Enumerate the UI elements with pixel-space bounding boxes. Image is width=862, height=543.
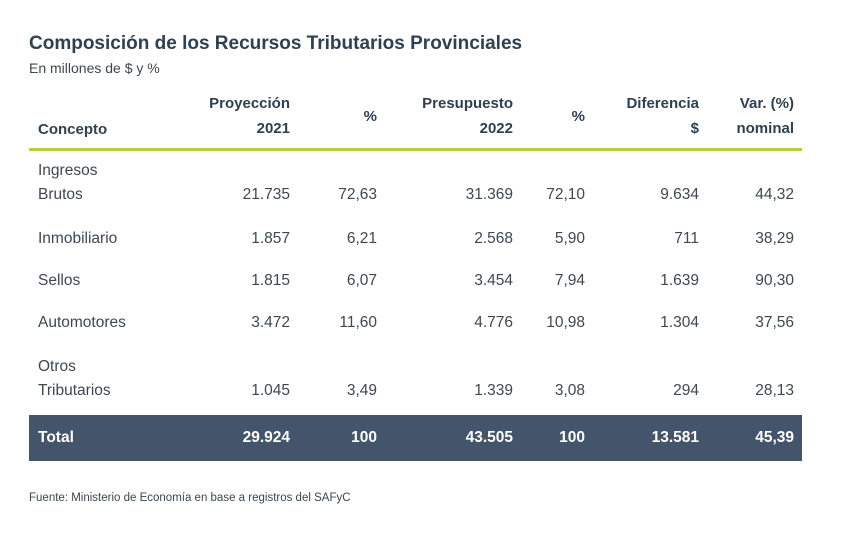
- row-presupuesto: 2.568: [474, 230, 513, 247]
- row-var-nominal: 37,56: [755, 314, 794, 331]
- row-pct-proyeccion: 3,49: [346, 382, 377, 399]
- header-diferencia-line2: $: [690, 120, 699, 137]
- header-proyeccion-line2: 2021: [256, 120, 290, 137]
- row-concepto-line1: Inmobiliario: [38, 230, 118, 247]
- row-diferencia: 711: [674, 230, 699, 247]
- row-proyeccion: 3.472: [251, 314, 290, 331]
- total-concepto: Total: [38, 429, 74, 446]
- row-presupuesto: 4.776: [474, 314, 513, 331]
- table-total-row: Total 29.924 100 43.505 100 13.581 45,39: [29, 415, 802, 461]
- row-concepto-line1: Ingresos: [38, 162, 98, 179]
- row-pct-presupuesto: 3,08: [554, 382, 585, 399]
- header-diferencia-line1: Diferencia: [626, 95, 699, 112]
- row-concepto-line2: Brutos: [38, 186, 83, 203]
- table-title: Composición de los Recursos Tributarios …: [29, 33, 523, 54]
- table-row: Inmobiliario 1.857 6,21 2.568 5,90 711 3…: [29, 220, 802, 262]
- total-proyeccion: 29.924: [242, 429, 290, 446]
- table-row: Ingresos Brutos 21.735 72,63 31.369 72,1…: [29, 151, 802, 220]
- row-diferencia: 294: [673, 382, 699, 399]
- header-presupuesto-line1: Presupuesto: [422, 95, 513, 112]
- table-header-row: Concepto Proyección 2021 % Presupuesto 2…: [29, 90, 802, 151]
- row-diferencia: 9.634: [660, 186, 699, 203]
- header-concepto: Concepto: [38, 121, 108, 138]
- row-presupuesto: 3.454: [474, 272, 513, 289]
- row-proyeccion: 21.735: [242, 186, 290, 203]
- row-var-nominal: 28,13: [755, 382, 794, 399]
- row-var-nominal: 38,29: [755, 230, 794, 247]
- total-var-nominal: 45,39: [755, 429, 794, 446]
- table-subtitle: En millones de $ y %: [29, 60, 160, 76]
- tax-resources-table: Concepto Proyección 2021 % Presupuesto 2…: [29, 90, 802, 461]
- table-row: Otros Tributarios 1.045 3,49 1.339 3,08 …: [29, 346, 802, 415]
- total-diferencia: 13.581: [651, 429, 699, 446]
- total-pct-proyeccion: 100: [351, 429, 377, 446]
- header-pct-presupuesto: %: [571, 108, 585, 125]
- row-pct-presupuesto: 10,98: [546, 314, 585, 331]
- row-pct-presupuesto: 7,94: [554, 272, 585, 289]
- header-proyeccion-line1: Proyección: [209, 95, 290, 112]
- row-presupuesto: 1.339: [474, 382, 513, 399]
- table-row: Sellos 1.815 6,07 3.454 7,94 1.639 90,30: [29, 262, 802, 304]
- row-proyeccion: 1.857: [251, 230, 290, 247]
- row-concepto-line2: Tributarios: [38, 382, 111, 399]
- row-concepto-line1: Automotores: [38, 314, 126, 331]
- row-proyeccion: 1.045: [251, 382, 290, 399]
- header-presupuesto-line2: 2022: [479, 120, 513, 137]
- row-presupuesto: 31.369: [465, 186, 513, 203]
- row-concepto-line1: Sellos: [38, 272, 81, 289]
- row-var-nominal: 44,32: [755, 186, 794, 203]
- total-presupuesto: 43.505: [465, 429, 513, 446]
- row-pct-proyeccion: 6,07: [346, 272, 377, 289]
- row-concepto-line1: Otros: [38, 358, 76, 375]
- row-var-nominal: 90,30: [755, 272, 794, 289]
- header-pct-proyeccion: %: [363, 108, 377, 125]
- row-diferencia: 1.639: [660, 272, 699, 289]
- header-var-line2: nominal: [736, 120, 794, 137]
- row-diferencia: 1.304: [660, 314, 699, 331]
- row-pct-proyeccion: 72,63: [338, 186, 377, 203]
- source-footnote: Fuente: Ministerio de Economía en base a…: [29, 492, 351, 504]
- total-pct-presupuesto: 100: [559, 429, 585, 446]
- row-pct-presupuesto: 5,90: [554, 230, 585, 247]
- row-pct-proyeccion: 6,21: [346, 230, 377, 247]
- row-proyeccion: 1.815: [251, 272, 290, 289]
- header-var-line1: Var. (%): [739, 95, 794, 112]
- table-row: Automotores 3.472 11,60 4.776 10,98 1.30…: [29, 304, 802, 346]
- row-pct-presupuesto: 72,10: [546, 186, 585, 203]
- row-pct-proyeccion: 11,60: [339, 314, 377, 331]
